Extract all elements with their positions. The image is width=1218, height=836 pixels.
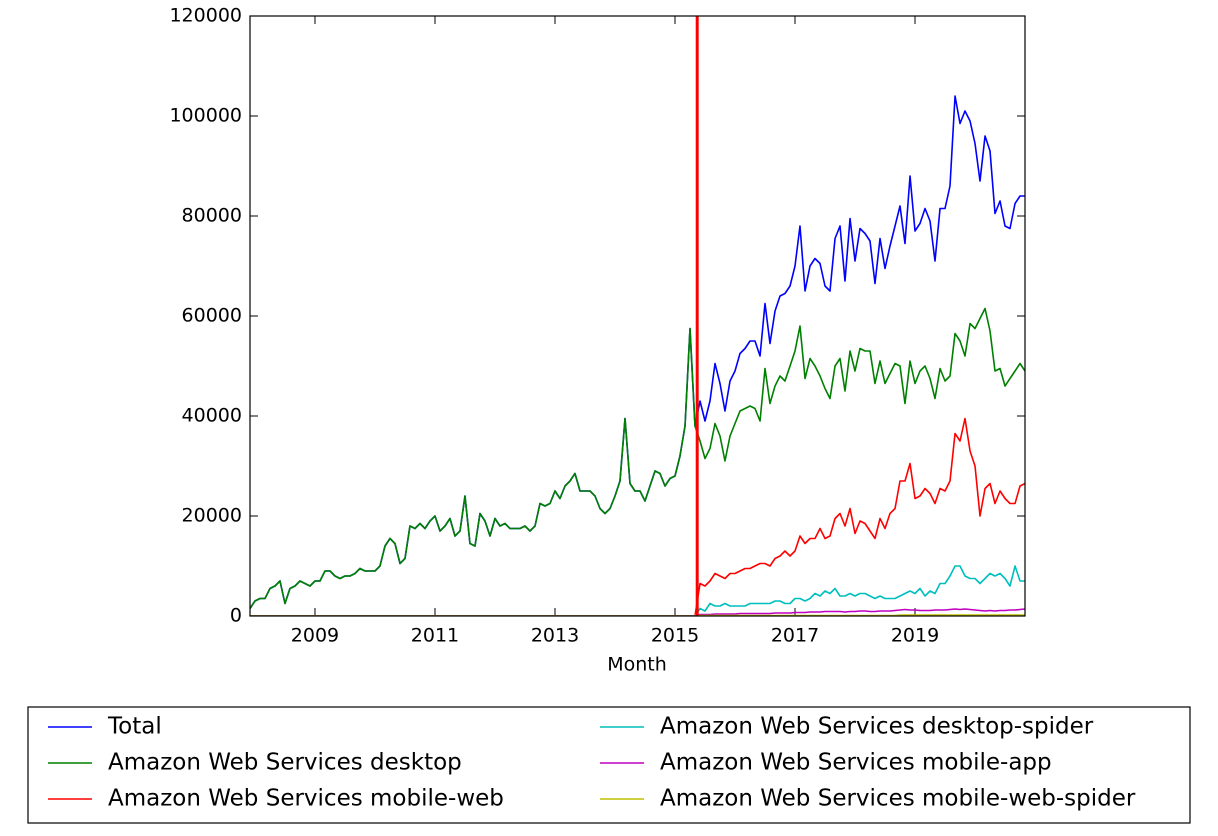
legend-label: Amazon Web Services mobile-app [660, 750, 1052, 776]
x-tick-label: 2019 [891, 625, 939, 647]
y-tick-label: 120000 [169, 5, 242, 27]
legend-label: Amazon Web Services mobile-web-spider [660, 786, 1136, 812]
legend-label: Total [107, 714, 162, 740]
plot-frame [249, 15, 1026, 617]
x-tick-label: 2009 [291, 625, 339, 647]
legend-label: Amazon Web Services desktop-spider [660, 714, 1094, 740]
legend-label: Amazon Web Services desktop [108, 750, 462, 776]
series-line [250, 608, 1025, 616]
y-tick-label: 40000 [182, 405, 242, 427]
y-tick-label: 0 [230, 605, 242, 627]
legend-label: Amazon Web Services mobile-web [108, 786, 504, 812]
y-tick-label: 100000 [169, 105, 242, 127]
x-tick-label: 2015 [651, 625, 699, 647]
x-tick-label: 2013 [531, 625, 579, 647]
y-tick-label: 60000 [182, 305, 242, 327]
series-line [250, 307, 1025, 609]
series-line [250, 95, 1025, 609]
y-tick-label: 80000 [182, 205, 242, 227]
series-line [250, 417, 1025, 616]
series-line [250, 565, 1025, 616]
x-tick-label: 2017 [771, 625, 819, 647]
x-tick-label: 2011 [411, 625, 459, 647]
x-axis-label: Month [607, 654, 667, 676]
y-tick-label: 20000 [182, 505, 242, 527]
